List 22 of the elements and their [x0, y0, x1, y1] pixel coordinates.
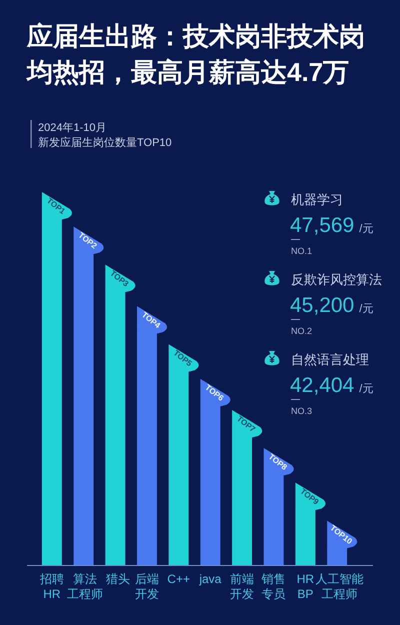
annotation: NO.1 — [291, 246, 312, 256]
x-tick-label: C++ — [167, 572, 190, 586]
x-tick-label: 后端开发 — [134, 572, 159, 601]
x-tick-label: 人工智能工程师 — [316, 572, 364, 601]
x-tick-label: 销售专员 — [260, 572, 286, 601]
annotation: NO.2 — [291, 326, 312, 336]
annotation: 反欺诈风控算法 — [291, 272, 382, 287]
x-tick-label: 前端开发 — [230, 572, 254, 601]
x-tick-label: HR BP — [296, 572, 314, 601]
text: 机器学习 — [291, 192, 343, 207]
annotation: 42,404 /元 — [290, 374, 374, 397]
text: 2024年1-10月 — [38, 122, 106, 134]
annotation: 47,569 /元 — [290, 214, 374, 237]
annotation: NO.3 — [291, 406, 312, 416]
chart-title: 应届生出路：技术岗非技术岗均热招，最高月薪高达4.7万 — [25, 21, 365, 87]
x-tick-label: java — [198, 572, 222, 586]
annotation: 自然语言处理 — [291, 352, 369, 367]
annotation: 45,200 /元 — [290, 294, 374, 317]
x-tick-label: 算法工程师 — [66, 572, 103, 601]
chart-subtitle: 新发应届生岗位数量TOP10 — [38, 136, 172, 149]
x-tick-label: 猎头 — [106, 572, 130, 586]
x-tick-label: 招聘HR — [38, 572, 64, 601]
